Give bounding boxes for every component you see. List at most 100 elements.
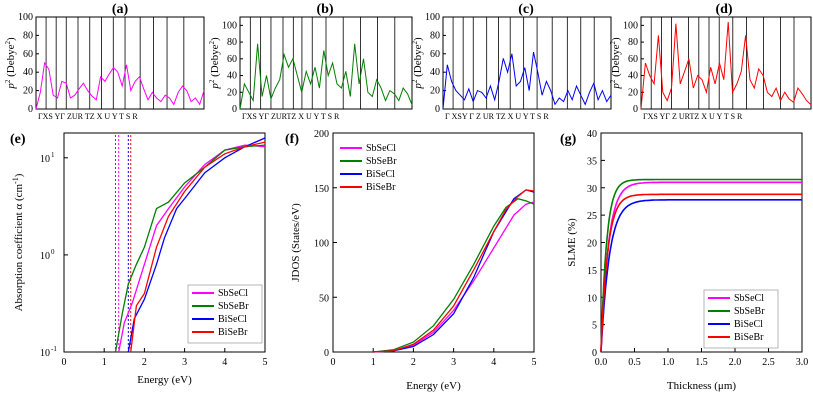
- panel-c-ytick-label: 0: [435, 104, 440, 115]
- panel-e-legend-label: SbSeCl: [218, 288, 248, 299]
- panel-c-ytick-label: 40: [430, 67, 440, 78]
- panel-e-ytick-exponent: 1: [51, 151, 55, 159]
- panel-e-xlabel: Energy (eV): [137, 374, 192, 386]
- panel-f-ytick-label: 50: [319, 293, 329, 304]
- panel-a-ytick-label: 20: [23, 86, 33, 97]
- panel-d-series-BiSeBr: [640, 21, 812, 110]
- panel-g-xtick-label: 0.5: [628, 357, 641, 368]
- panel-b-ytick-label: 40: [227, 71, 237, 82]
- panel-f-ylabel: JDOS (States/eV): [290, 203, 302, 282]
- panel-e-legend-label: BiSeCl: [218, 314, 247, 325]
- panel-a-ytick-label: 80: [23, 30, 33, 41]
- panel-a-series-SbSeCl: [35, 61, 205, 110]
- panel-g-xtick-label: 1.5: [695, 357, 708, 368]
- panel-e-ytick-label: 10: [40, 251, 50, 262]
- panel-f-series-SbSeCl: [373, 201, 535, 353]
- panel-g-xlabel: Thickness (μm): [667, 380, 736, 392]
- panel-c-kpoint-labels: Γ XSY Γ Z UR TZ X U Y T S R: [445, 112, 549, 121]
- panel-g-legend-label: BiSeBr: [734, 332, 764, 343]
- panel-f-legend-label: BiSeCl: [366, 169, 395, 180]
- panel-g-title: (g): [560, 132, 577, 147]
- panel-g-ytick-label: 40: [587, 129, 597, 140]
- panel-e-series-BiSeCl: [127, 137, 266, 353]
- panel-g-series-SbSeBr: [600, 178, 802, 352]
- panel-e-ytick-exponent: 0: [51, 248, 55, 256]
- panel-a-ytick-label: 100: [18, 12, 33, 23]
- panel-b-ytick-label: 20: [227, 87, 237, 98]
- panel-d-ytick-label: 0: [633, 104, 638, 115]
- panel-g-ytick-label: 35: [587, 156, 597, 167]
- panel-a-ytick-label: 40: [23, 67, 33, 78]
- panel-e-title: (e): [10, 132, 26, 147]
- panel-f-plot-frame: [332, 132, 535, 353]
- panel-b-ytick-label: 60: [227, 54, 237, 65]
- panel-g-ytick-label: 20: [587, 239, 597, 250]
- panel-e-xtick-label: 3: [182, 357, 187, 368]
- panel-e-ytick-exponent: -1: [51, 345, 57, 353]
- panel-c-title: (c): [518, 2, 534, 17]
- panel-d-ylabel: p2 (Debye2): [609, 37, 622, 90]
- panel-f-series-BiSeBr: [373, 189, 535, 353]
- panel-g-ytick-label: 5: [592, 321, 597, 332]
- panel-c-ytick-label: 60: [430, 49, 440, 60]
- panel-d-title: (d): [715, 2, 732, 17]
- panel-f-legend-label: BiSeBr: [366, 182, 396, 193]
- panel-b-ytick-label: 100: [222, 20, 237, 31]
- panel-a: (a) 0 20 40 60 80 100 ΓXS YΓ ZUR TZ X U Y T S …: [4, 2, 205, 121]
- panel-e-xtick-label: 0: [62, 357, 67, 368]
- panel-f-xtick-label: 5: [532, 357, 537, 368]
- panel-g-ytick-label: 0: [592, 348, 597, 359]
- panel-a-ytick-label: 60: [23, 49, 33, 60]
- panel-f-ytick-label: 200: [314, 129, 329, 140]
- panel-e-legend-label: BiSeBr: [218, 327, 248, 338]
- panel-g-xtick-label: 1.0: [662, 357, 675, 368]
- panel-b-title: (b): [316, 2, 333, 17]
- panel-g-series-BiSeCl: [600, 199, 802, 352]
- panel-d-plot-frame: [640, 16, 812, 110]
- panel-b-ytick-label: 80: [227, 37, 237, 48]
- panel-d-ytick-label: 20: [628, 87, 638, 98]
- panel-c: (c) 0 20 40 60 80 100 Γ XSY Γ Z UR TZ X U Y T …: [411, 2, 612, 121]
- panel-f-xlabel: Energy (eV): [406, 380, 461, 392]
- panel-g-legend-box: [703, 289, 779, 349]
- panel-g-xtick-label: 3.0: [796, 357, 809, 368]
- panel-d-ytick-label: 80: [628, 37, 638, 48]
- panel-f-series-SbSeBr: [373, 197, 535, 353]
- panel-d: (d) 0 20 40 60 80 100 ΓXS YΓ Z URTZ X U Y T S …: [609, 2, 812, 121]
- panel-f-xtick-label: 2: [411, 357, 416, 368]
- panel-e-xtick-label: 2: [142, 357, 147, 368]
- panel-e-series-SbSeBr: [114, 144, 266, 353]
- panel-b: (b) 0 20 40 60 80 100 ΓXS YΓ ZURTZ X U Y T S R…: [208, 2, 413, 121]
- panel-f-ytick-label: 0: [324, 348, 329, 359]
- panel-b-ytick-label: 0: [232, 104, 237, 115]
- panel-f-xtick-label: 1: [371, 357, 376, 368]
- panel-e-series-BiSeBr: [130, 141, 266, 353]
- panel-g-legend-label: BiSeCl: [734, 319, 763, 330]
- panel-f-legend-label: SbSeBr: [366, 156, 397, 167]
- panel-g-series-BiSeBr: [600, 193, 802, 352]
- panel-e-xtick-label: 4: [222, 357, 227, 368]
- panel-c-series-BiSeCl: [442, 51, 612, 110]
- panel-b-series-SbSeBr: [239, 43, 413, 110]
- panel-c-ylabel: p2 (Debye2): [411, 37, 424, 90]
- panel-f-xtick-label: 4: [491, 357, 496, 368]
- panel-f-series-BiSeCl: [373, 189, 535, 353]
- panel-d-kpoint-labels: ΓXS YΓ Z URTZ X U Y T S R: [643, 112, 743, 121]
- panel-e-plot-frame: [63, 132, 266, 353]
- panel-f-ytick-label: 150: [314, 184, 329, 195]
- panel-g-ytick-label: 30: [587, 184, 597, 195]
- panel-c-ytick-label: 100: [425, 12, 440, 23]
- panel-e-legend-box: [187, 284, 263, 344]
- panel-g-legend-label: SbSeBr: [734, 306, 765, 317]
- panel-g-legend-label: SbSeCl: [734, 293, 764, 304]
- panel-g-ytick-label: 10: [587, 293, 597, 304]
- panel-e-xtick-label: 1: [102, 357, 107, 368]
- panel-e-ytick-label: 10: [40, 348, 50, 359]
- panel-e-legend-label: SbSeBr: [218, 301, 249, 312]
- panel-f-title: (f): [285, 132, 299, 147]
- panel-e-ytick-label: 10: [40, 154, 50, 165]
- panel-f-ytick-label: 100: [314, 239, 329, 250]
- panel-b-kpoint-labels: ΓXS YΓ ZURTZ X U Y T S R: [242, 112, 340, 121]
- panel-a-ytick-label: 0: [28, 104, 33, 115]
